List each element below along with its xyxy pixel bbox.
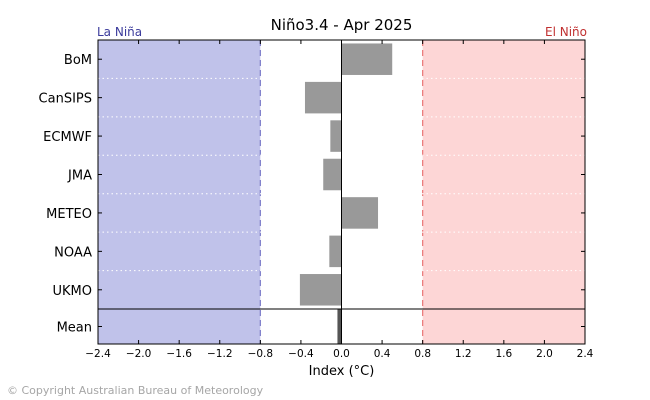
x-tick-label: 1.2: [455, 348, 472, 360]
x-tick-label: 2.0: [536, 348, 553, 360]
la-nina-zone: [98, 40, 261, 344]
y-tick-label-cansips: CanSIPS: [39, 92, 92, 107]
bar-meteo: [341, 197, 379, 229]
bar-ukmo: [299, 274, 342, 306]
x-tick-label: −2.0: [126, 348, 152, 360]
x-tick-label: 1.6: [495, 348, 512, 360]
la-nina-label: La Niña: [97, 25, 142, 39]
x-tick-label: −1.6: [166, 348, 192, 360]
copyright-text: © Copyright Australian Bureau of Meteoro…: [7, 384, 264, 397]
bar-noaa: [329, 235, 342, 268]
x-tick-label: 2.4: [577, 348, 594, 360]
y-tick-label-ukmo: UKMO: [53, 284, 93, 299]
y-tick-label-meteo: METEO: [46, 207, 92, 222]
threshold-zones: [98, 40, 585, 344]
chart-title: Niño3.4 - Apr 2025: [271, 16, 413, 34]
x-tick-label: −2.4: [85, 348, 111, 360]
el-nino-label: El Niño: [545, 25, 587, 39]
y-tick-label-noaa: NOAA: [54, 245, 92, 260]
bar-cansips: [304, 81, 342, 114]
x-tick-label: 0.0: [333, 348, 350, 360]
x-tick-label: 0.4: [374, 348, 391, 360]
x-tick-label: −0.4: [288, 348, 314, 360]
y-tick-label-jma: JMA: [67, 169, 92, 184]
x-tick-label: 0.8: [414, 348, 431, 360]
x-tick-label: −0.8: [248, 348, 274, 360]
ticks-group: BoM CanSIPS ECMWF JMA METEO NOAA UKMO Mean −2.4 −…: [39, 40, 594, 360]
bar-mean: [337, 309, 342, 344]
x-tick-label: −1.2: [207, 348, 233, 360]
y-tick-label-ecmwf: ECMWF: [43, 130, 92, 145]
el-nino-zone: [422, 40, 585, 344]
y-tick-label-mean: Mean: [57, 321, 92, 336]
y-tick-label-bom: BoM: [64, 53, 92, 68]
bar-bom: [341, 43, 393, 75]
bars-group: [299, 43, 393, 344]
x-axis-label: Index (°C): [309, 364, 375, 379]
bar-ecmwf: [330, 120, 342, 152]
bar-jma: [323, 158, 342, 191]
